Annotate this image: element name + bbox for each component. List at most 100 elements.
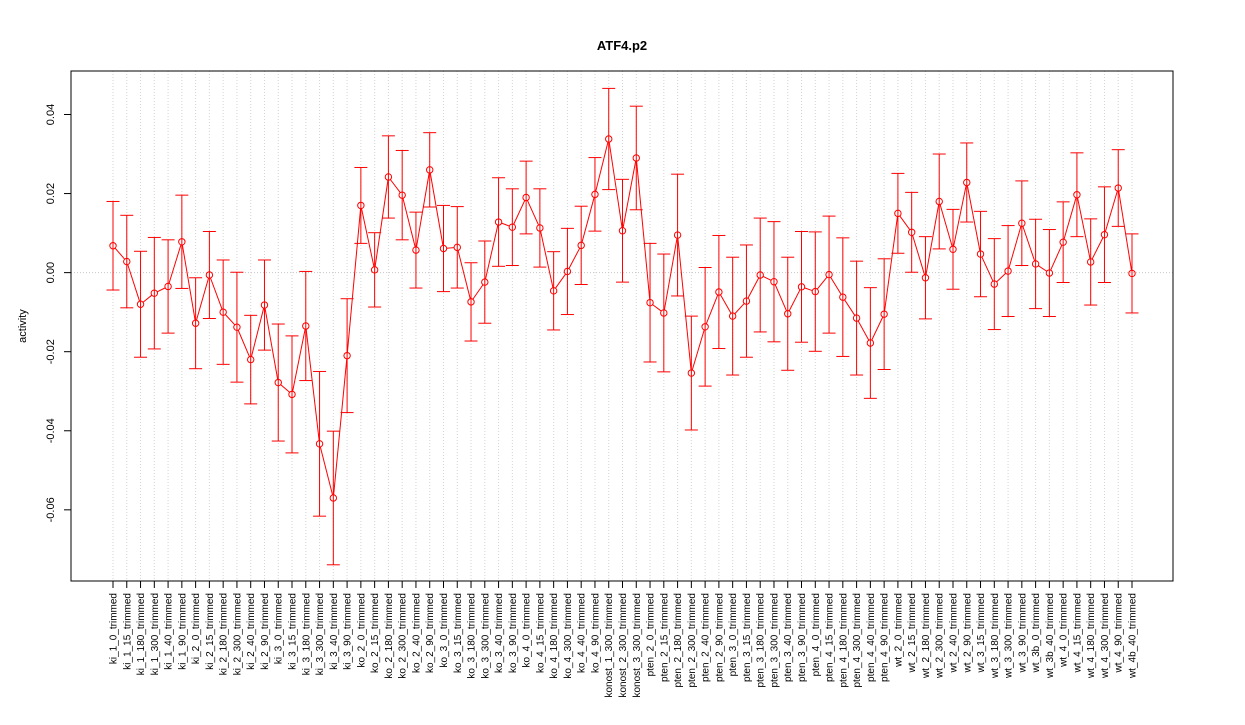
x-tick-label: wt_3_180_trimmed xyxy=(990,593,1001,679)
x-tick-label: wt_4_180_trimmed xyxy=(1086,593,1097,679)
series-line-segment xyxy=(181,244,196,321)
data-point xyxy=(109,242,117,250)
x-tick-label: ko_4_180_trimmed xyxy=(549,593,560,679)
data-point xyxy=(164,282,172,291)
series-line-segment xyxy=(168,244,182,284)
x-tick-label: ko_2_40_trimmed xyxy=(411,593,422,673)
data-point xyxy=(976,250,985,258)
series-line-segment xyxy=(127,264,141,302)
x-tick-label: wt_2_0_trimmed xyxy=(893,593,904,668)
series-line-segment xyxy=(1022,226,1036,262)
series-line-segment xyxy=(361,208,375,267)
x-tick-label: pten_4_300_trimmed xyxy=(852,593,863,688)
data-point xyxy=(577,241,585,250)
series-line-segment xyxy=(446,247,455,249)
series-line-segment xyxy=(720,294,732,314)
data-point xyxy=(233,323,241,331)
data-point xyxy=(852,314,861,322)
data-point xyxy=(1004,267,1012,275)
data-point xyxy=(701,323,709,331)
y-tick-label: 0.02 xyxy=(45,183,57,204)
data-point xyxy=(370,266,379,274)
series-line-segment xyxy=(389,179,401,193)
series-line-segment xyxy=(788,289,801,312)
x-tick-label: pten_3_300_trimmed xyxy=(769,593,780,688)
x-tick-label: ko_3_15_trimmed xyxy=(453,593,464,673)
series-line-segment xyxy=(568,247,581,269)
series-line-segment xyxy=(292,329,306,392)
series-line-segment xyxy=(912,235,925,275)
x-tick-label: ki_2_0_trimmed xyxy=(191,593,202,664)
series-line-segment xyxy=(1118,191,1132,271)
data-point xyxy=(921,274,930,282)
x-tick-label: wt_4_0_trimmed xyxy=(1059,593,1070,668)
x-tick-label: wt_3_15_trimmed xyxy=(976,593,987,673)
series-line-segment xyxy=(526,200,540,226)
data-point xyxy=(481,278,489,286)
series-line-segment xyxy=(485,225,499,280)
x-tick-label: ki_3_15_trimmed xyxy=(288,593,299,670)
x-tick-label: ki_2_300_trimmed xyxy=(232,593,243,675)
x-tick-label: ko_3_40_trimmed xyxy=(494,593,505,673)
data-point xyxy=(439,244,448,253)
data-point xyxy=(715,288,723,296)
series-line-segment xyxy=(622,161,637,228)
y-axis: -0.06 -0.04 -0.02 0.00 0.02 0.04 xyxy=(45,104,72,522)
x-tick-label: ki_1_0_trimmed xyxy=(109,593,120,664)
data-point xyxy=(797,283,806,291)
series-line-segment xyxy=(1038,265,1047,272)
series-line-segment xyxy=(305,329,320,441)
chart-title: ATF4.p2 xyxy=(597,38,647,53)
data-point xyxy=(1018,219,1026,227)
series-line-segment xyxy=(595,141,609,192)
data-point xyxy=(522,193,530,202)
series-line-segment xyxy=(663,238,678,310)
x-tick-label: konost_3_300_trimmed xyxy=(632,593,643,698)
x-tick-label: ko_2_90_trimmed xyxy=(425,593,436,673)
series-line-segment xyxy=(1091,237,1104,260)
data-point xyxy=(453,243,461,252)
series-line-segment xyxy=(871,316,884,341)
x-tick-label: pten_2_90_trimmed xyxy=(714,593,725,682)
data-point xyxy=(508,223,517,231)
y-tick-label: -0.06 xyxy=(45,497,57,522)
x-tick-label: ki_3_90_trimmed xyxy=(343,593,354,670)
data-point xyxy=(426,166,434,174)
series-line-segment xyxy=(1050,244,1063,271)
data-point xyxy=(205,271,214,279)
series-line-segment xyxy=(925,204,940,275)
x-tick-label: ki_3_300_trimmed xyxy=(315,593,326,675)
x-tick-label: pten_2_300_trimmed xyxy=(687,593,698,688)
series-line-segment xyxy=(608,142,623,228)
series-line-segment xyxy=(501,222,510,227)
series-line-segment xyxy=(457,250,471,299)
x-tick-label: ki_1_40_trimmed xyxy=(164,593,175,670)
x-tick-label: pten_2_15_trimmed xyxy=(659,593,670,682)
data-point xyxy=(398,191,406,199)
series-line-segment xyxy=(1104,190,1118,232)
y-axis-title: activity xyxy=(17,309,29,343)
x-tick-label: ko_4_90_trimmed xyxy=(590,593,601,673)
series-line-segment xyxy=(374,180,389,267)
series-line-segment xyxy=(114,247,126,260)
x-tick-label: ko_4_40_trimmed xyxy=(577,593,588,673)
x-tick-label: ko_2_180_trimmed xyxy=(384,593,395,679)
data-point xyxy=(219,308,227,316)
data-point xyxy=(384,173,393,181)
series-line-segment xyxy=(899,215,911,231)
series-line-segment xyxy=(402,198,416,248)
series-line-segment xyxy=(210,277,223,310)
y-tick-label: 0.00 xyxy=(45,262,57,283)
data-point xyxy=(646,298,654,307)
series-line-segment xyxy=(196,277,209,321)
x-tick-label: pten_2_40_trimmed xyxy=(701,593,712,682)
series-line-segment xyxy=(844,299,856,316)
data-point xyxy=(756,271,764,279)
series-line-segment xyxy=(996,272,1007,283)
data-point xyxy=(467,298,475,306)
x-tick-label: pten_4_90_trimmed xyxy=(880,593,891,682)
data-point xyxy=(770,278,778,286)
series-line-segment xyxy=(734,303,745,315)
x-tick-label: ko_4_0_trimmed xyxy=(522,593,533,667)
